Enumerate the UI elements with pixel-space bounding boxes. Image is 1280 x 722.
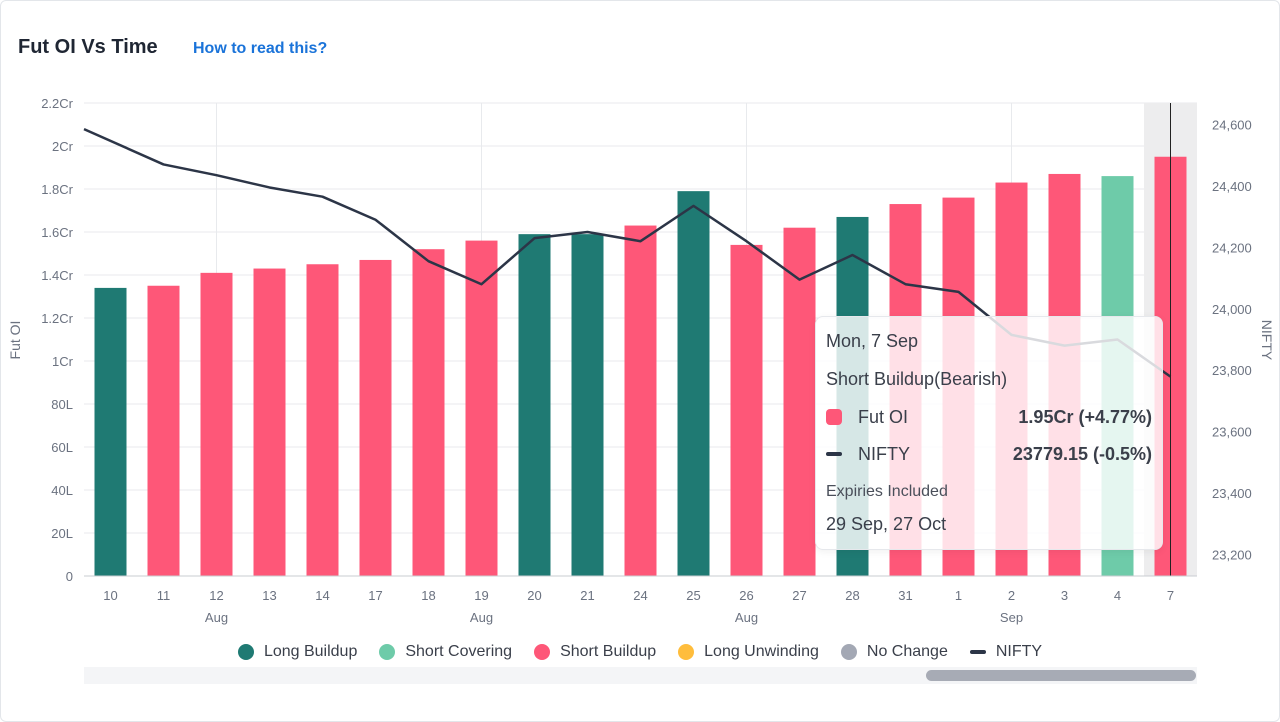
horizontal-scrollbar-track[interactable]: [84, 667, 1197, 684]
bar-13[interactable]: [253, 268, 286, 576]
x-tick-label: 18: [421, 588, 435, 603]
circle-swatch-icon: [678, 644, 695, 660]
horizontal-scrollbar-thumb[interactable]: [926, 670, 1196, 681]
y-tick-label: 1.4Cr: [41, 268, 73, 283]
x-tick-label: 17: [368, 588, 382, 603]
y-tick-label: 2.2Cr: [41, 96, 73, 111]
bar-18[interactable]: [412, 249, 445, 576]
tooltip-state: Short Buildup(Bearish): [826, 369, 1008, 389]
tooltip-expiries-label: Expiries Included: [826, 483, 948, 500]
y2-tick-label: 24,200: [1212, 240, 1252, 255]
y-tick-label: 1.2Cr: [41, 311, 73, 326]
x-tick-label: 3: [1061, 588, 1068, 603]
chart-title: Fut OI Vs Time: [18, 36, 158, 58]
x-tick-label: 14: [315, 588, 329, 603]
circle-swatch-icon: [237, 644, 254, 660]
bar-14[interactable]: [306, 264, 339, 576]
tooltip-value: 1.95Cr (+4.77%): [1018, 406, 1152, 427]
x-tick-label: 13: [262, 588, 276, 603]
x-month-label: Sep: [1000, 610, 1023, 625]
y2-tick-label: 23,400: [1212, 486, 1252, 501]
legend-item-short-buildup[interactable]: Short Buildup: [534, 643, 656, 661]
legend-label: No Change: [866, 643, 948, 660]
x-tick-label: 2: [1008, 588, 1015, 603]
bar-12[interactable]: [200, 272, 233, 576]
bar-19[interactable]: [465, 240, 498, 576]
x-tick-label: 21: [580, 588, 594, 603]
circle-swatch-icon: [534, 644, 551, 660]
y2-axis-title: NIFTY: [1259, 320, 1275, 361]
y-tick-label: 1.8Cr: [41, 182, 73, 197]
chart-legend: Long Buildup Short Covering Short Buildu…: [0, 640, 1280, 664]
line-swatch-icon: [826, 452, 842, 456]
legend-label: Long Buildup: [263, 643, 358, 660]
bar-26[interactable]: [730, 244, 763, 576]
axes: 0 20L 40L 60L 80L 1Cr 1.2Cr 1.4Cr 1.6Cr 1.8Cr 2Cr 2…: [41, 96, 1252, 625]
y2-tick-label: 23,600: [1212, 425, 1252, 440]
bar-17[interactable]: [359, 259, 392, 576]
y-tick-label: 1Cr: [52, 354, 74, 369]
x-tick-label: 7: [1167, 588, 1174, 603]
tooltip-value: 23779.15 (-0.5%): [1012, 443, 1152, 464]
bar-10[interactable]: [94, 287, 127, 576]
legend-item-long-buildup[interactable]: Long Buildup: [237, 643, 358, 661]
tooltip-label: Fut OI: [858, 406, 909, 427]
x-tick-label: 31: [898, 588, 912, 603]
tooltip-row-nifty: NIFTY 23779.15 (-0.5%): [826, 442, 1152, 466]
x-tick-label: 19: [474, 588, 488, 603]
x-tick-label: 24: [633, 588, 647, 603]
bar-20[interactable]: [518, 234, 551, 576]
x-tick-label: 1: [955, 588, 962, 603]
y2-tick-label: 23,200: [1212, 548, 1252, 563]
how-to-read-link[interactable]: How to read this?: [193, 40, 328, 57]
legend-item-short-covering[interactable]: Short Covering: [379, 643, 512, 661]
y-tick-label: 20L: [51, 526, 73, 541]
x-month-label: Aug: [735, 610, 758, 625]
x-month-label: Aug: [205, 610, 228, 625]
legend-label: Short Buildup: [560, 643, 657, 660]
legend-label: NIFTY: [995, 643, 1043, 660]
x-tick-label: 4: [1114, 588, 1121, 603]
bar-21[interactable]: [571, 234, 604, 576]
legend-item-long-unwinding[interactable]: Long Unwinding: [678, 643, 819, 661]
y-tick-label: 40L: [51, 483, 73, 498]
x-tick-label: 10: [103, 588, 117, 603]
circle-swatch-icon: [840, 644, 857, 660]
y-tick-label: 0: [66, 569, 73, 584]
x-tick-label: 27: [792, 588, 806, 603]
chart-tooltip: Mon, 7 Sep Short Buildup(Bearish) Fut OI…: [815, 316, 1163, 550]
legend-item-nifty[interactable]: NIFTY: [969, 643, 1043, 661]
x-tick-label: 26: [739, 588, 753, 603]
bar-24[interactable]: [624, 225, 657, 577]
legend-label: Short Covering: [405, 643, 513, 660]
bar-11[interactable]: [147, 285, 180, 576]
line-swatch-icon: [969, 650, 986, 654]
circle-swatch-icon: [379, 644, 396, 660]
x-month-label: Aug: [470, 610, 493, 625]
tooltip-expiries: 29 Sep, 27 Oct: [826, 514, 947, 534]
tooltip-row-fut-oi: Fut OI 1.95Cr (+4.77%): [826, 405, 1152, 429]
tooltip-label: NIFTY: [858, 443, 910, 464]
bar-27[interactable]: [783, 227, 816, 576]
x-tick-label: 25: [686, 588, 700, 603]
x-tick-label: 20: [527, 588, 541, 603]
y-tick-label: 80L: [51, 397, 73, 412]
y-tick-label: 60L: [51, 440, 73, 455]
tooltip-date: Mon, 7 Sep: [826, 331, 919, 351]
x-tick-label: 28: [845, 588, 859, 603]
legend-label: Long Unwinding: [704, 643, 819, 660]
y-tick-label: 1.6Cr: [41, 225, 73, 240]
y-tick-label: 2Cr: [52, 139, 74, 154]
bar-25[interactable]: [677, 191, 710, 576]
y2-tick-label: 23,800: [1212, 363, 1252, 378]
y2-tick-label: 24,600: [1212, 118, 1252, 133]
y2-tick-label: 24,400: [1212, 179, 1252, 194]
x-tick-label: 11: [157, 588, 171, 603]
y2-tick-label: 24,000: [1212, 302, 1252, 317]
x-tick-label: 12: [209, 588, 223, 603]
y-axis-title: Fut OI: [7, 321, 23, 360]
legend-item-no-change[interactable]: No Change: [840, 643, 948, 661]
square-swatch-icon: [826, 409, 842, 425]
